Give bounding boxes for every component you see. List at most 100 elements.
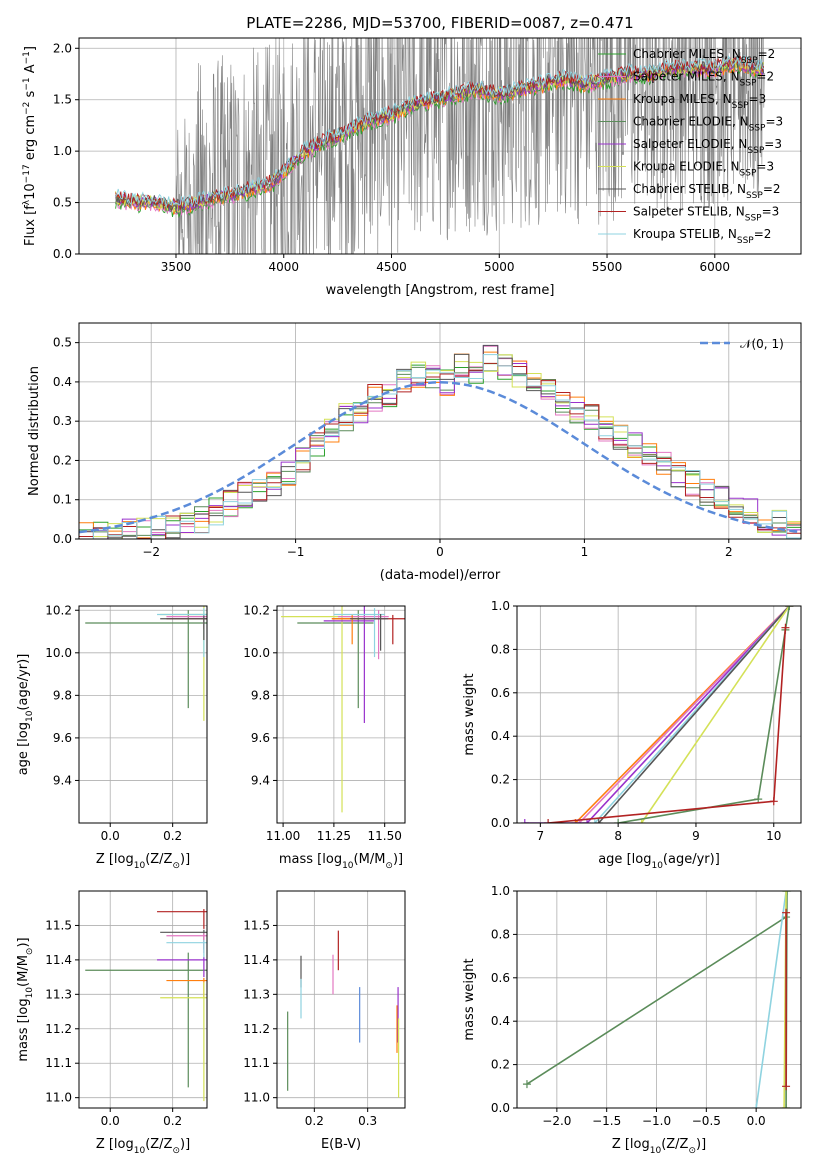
label-part: (Z/Z (145, 852, 172, 867)
weight-line (548, 627, 787, 823)
tick-labels: −2.0 −1.5 −1.0 −0.5 0.0 0.0 0.2 0.4 0.6 0.8 1.0 (491, 884, 766, 1128)
axes-frame (516, 605, 802, 824)
legend-label-sub: SSP (746, 191, 763, 201)
y-tick-label: 0.2 (53, 453, 72, 467)
label-part: 10 (650, 1146, 662, 1156)
legend-label-main: Kroupa MILES, N (633, 92, 732, 106)
label-part: ⊙ (688, 1146, 696, 1156)
x-tick-label: −0.5 (692, 1114, 721, 1128)
label-part: Z [log (612, 1137, 650, 1152)
label-part: mass [log (279, 852, 342, 867)
y-tick-label: 11.2 (243, 1022, 270, 1036)
label-part: Flux [f (23, 205, 38, 246)
x-tick-label: 5500 (592, 260, 623, 274)
y-tick-label: 11.5 (243, 918, 270, 932)
y-tick-label: 10.0 (45, 646, 72, 660)
normal-distribution-curve (79, 381, 801, 534)
x-tick-label: 0.0 (747, 1114, 766, 1128)
residual-histogram-panel: −2 −1 0 1 2 0.0 0.1 0.2 0.3 0.4 0.5 𝒩(0, 1) (data-mo… (27, 322, 802, 583)
legend-label-main: Chabrier STELIB, N (633, 182, 746, 196)
legend-label-main: Chabrier ELODIE, N (633, 115, 749, 129)
y-tick-label: 0.4 (491, 1014, 510, 1028)
y-tick-label: 0.8 (491, 927, 510, 941)
label-part: 10 (651, 861, 663, 871)
weight-line (598, 606, 790, 823)
age-vs-mass-panel: 11.00 11.25 11.50 9.4 9.6 9.8 10.0 10.2 mass [lo… (243, 603, 406, 871)
weight-marker (769, 797, 778, 806)
legend-label-tail: =2 (754, 227, 772, 241)
label-part: )] (393, 852, 403, 867)
y-tick-label: 0.1 (53, 493, 72, 507)
y-tick-label: 0.4 (491, 729, 510, 743)
x-tick-label: 8 (614, 829, 622, 843)
y-axis-label: mass weight (462, 958, 477, 1040)
legend-label-main: Chabrier MILES, N (633, 47, 741, 61)
y-tick-label: 0.4 (53, 375, 72, 389)
legend-label-sub: SSP (749, 124, 766, 134)
plot-area (522, 891, 792, 1108)
weight-marker (785, 606, 794, 610)
legend-label-tail: =3 (764, 137, 782, 151)
y-axis-label: mass [log10(M/M⊙)] (16, 937, 35, 1061)
label-part: λ (22, 199, 32, 205)
weight-marker (590, 819, 599, 823)
x-tick-label: −2.0 (542, 1114, 571, 1128)
weight-line (640, 606, 790, 823)
plot-area (287, 930, 400, 1098)
tick-labels: 3500 4000 4500 5000 5500 6000 0.0 0.5 1.0 1.5 2.0 (53, 41, 730, 274)
y-tick-label: 0.0 (491, 1101, 510, 1115)
y-tick-label: 0.0 (491, 816, 510, 830)
legend-label: Kroupa ELODIE, NSSP=3 (633, 160, 774, 179)
y-tick-label: 2.0 (53, 41, 72, 55)
x-tick-label: 4000 (268, 260, 299, 274)
tick-labels: 0.0 0.2 11.0 11.1 11.2 11.3 11.4 11.5 (45, 918, 182, 1128)
label-part: age [log (16, 722, 31, 775)
y-tick-label: 0.6 (491, 971, 510, 985)
label-part: −1 (22, 77, 32, 90)
label-part: ⊙ (385, 861, 393, 871)
plot-area (115, 38, 765, 254)
x-tick-label: 1 (581, 545, 589, 559)
y-tick-label: 10.0 (243, 646, 270, 660)
weight-marker (782, 891, 791, 895)
grid-lines (75, 323, 801, 543)
plot-area (281, 606, 405, 813)
label-part: (Z/Z (661, 1137, 688, 1152)
legend-label-sub: SSP (740, 169, 757, 179)
x-tick-label: 6000 (700, 260, 731, 274)
y-tick-label: 1.5 (53, 93, 72, 107)
tick-labels: 0.0 0.2 9.4 9.6 9.8 10.0 10.2 (45, 603, 182, 843)
y-tick-label: 1.0 (53, 144, 72, 158)
y-tick-label: 9.4 (53, 773, 72, 787)
legend-label-sub: SSP (737, 236, 754, 246)
legend-label: Salpeter STELIB, NSSP=3 (633, 205, 779, 224)
weight-marker (752, 1104, 761, 1108)
x-tick-label: 11.25 (317, 829, 351, 843)
y-tick-label: 0.5 (53, 336, 72, 350)
label-part: (age/yr)] (663, 852, 720, 867)
label-part: erg cm (23, 115, 38, 164)
label-part: Z [log (96, 1137, 134, 1152)
label-part: 10 (25, 710, 35, 722)
plot-area (85, 909, 207, 1102)
label-part: )] (180, 1137, 190, 1152)
label-part: (M/M (16, 955, 31, 987)
legend-label: Chabrier MILES, NSSP=2 (633, 47, 775, 66)
x-tick-label: 9 (692, 829, 700, 843)
label-part: ⊙ (172, 1146, 180, 1156)
label-part: 10 (134, 861, 146, 871)
legend-label-tail: =2 (763, 182, 781, 196)
weight-marker (782, 1082, 791, 1091)
y-tick-label: 11.0 (45, 1091, 72, 1105)
x-tick-label: 5000 (484, 260, 515, 274)
x-tick-label: 11.00 (266, 829, 300, 843)
weight-line (618, 606, 791, 823)
legend-label: Chabrier ELODIE, NSSP=3 (633, 115, 783, 134)
label-part: ] (23, 46, 38, 51)
weight-marker (783, 891, 792, 895)
plot-area (79, 344, 801, 539)
legend-label-tail: =2 (758, 47, 776, 61)
y-tick-label: 11.1 (45, 1056, 72, 1070)
label-part: (Z/Z (145, 1137, 172, 1152)
